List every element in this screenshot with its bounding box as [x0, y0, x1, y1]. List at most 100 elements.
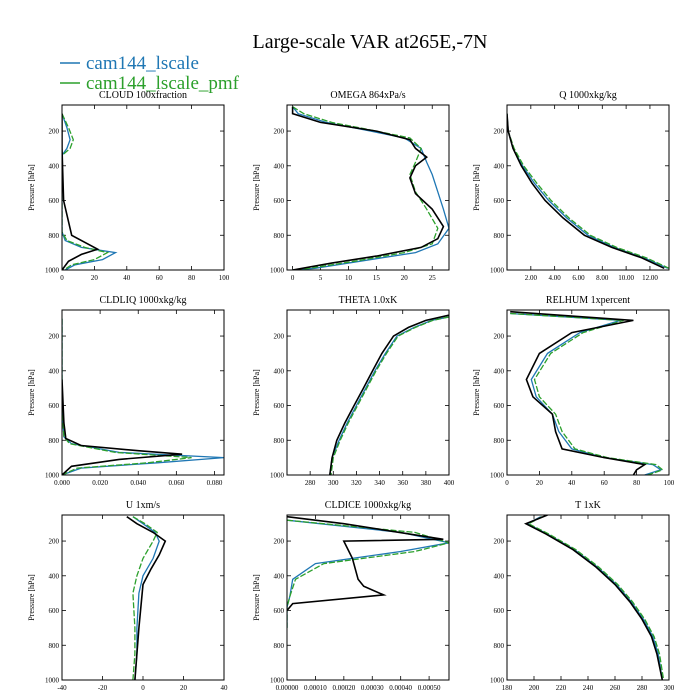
- figure-title: Large-scale VAR at265E,-7N: [253, 31, 488, 53]
- x-tick-label: 0.000: [54, 479, 70, 487]
- y-tick-label: 400: [49, 367, 60, 375]
- y-tick-label: 200: [494, 128, 505, 136]
- y-tick-label: 1000: [270, 677, 285, 685]
- x-tick-label: 0: [291, 274, 295, 282]
- x-tick-label: 60: [156, 274, 164, 282]
- series-line-obs: [507, 113, 665, 270]
- x-tick-label: 80: [633, 479, 641, 487]
- x-tick-label: 10.00: [618, 274, 634, 282]
- x-tick-label: 0: [60, 274, 64, 282]
- y-tick-label: 800: [274, 232, 285, 240]
- y-tick-label: 200: [49, 333, 60, 341]
- x-tick-label: 20: [91, 274, 99, 282]
- panel-title: RELHUM 1xpercent: [546, 295, 630, 306]
- x-tick-label: 20: [401, 274, 409, 282]
- x-tick-label: 360: [397, 479, 408, 487]
- y-tick-label: 600: [49, 607, 60, 615]
- series-line-cam144-lscale: [62, 113, 118, 270]
- legend-label-cam144-lscale-pmf: cam144_lscale_pmf: [86, 73, 240, 94]
- y-tick-label: 600: [494, 607, 505, 615]
- series-line-cam144-lscale-pmf: [527, 516, 665, 680]
- panel-0: CLOUD 100xfraction Pressure [hPa] 0 20 40 60 8…: [27, 90, 230, 282]
- x-tick-label: 0.060: [168, 479, 184, 487]
- x-tick-label: 12.00: [642, 274, 658, 282]
- x-tick-label: 180: [502, 684, 513, 692]
- x-tick-label: 0.00020: [332, 684, 355, 692]
- x-tick-label: 240: [583, 684, 594, 692]
- series-line-cam144-lscale: [507, 113, 669, 269]
- y-tick-label: 800: [494, 642, 505, 650]
- x-tick-label: 80: [188, 274, 196, 282]
- series-line-obs: [62, 379, 183, 475]
- panel-6: U 1xm/s Pressure [hPa] -40 -20 0 20 40 200 400 60…: [27, 500, 228, 692]
- panel-4: THETA 1.0xK Pressure [hPa] 280 300 320 340 360…: [252, 295, 455, 487]
- x-tick-label: 300: [664, 684, 675, 692]
- y-tick-label: 400: [494, 162, 505, 170]
- x-tick-label: 8.00: [596, 274, 609, 282]
- y-tick-label: 200: [494, 538, 505, 546]
- x-tick-label: 60: [601, 479, 609, 487]
- x-tick-label: 100: [219, 274, 230, 282]
- y-axis-label: Pressure [hPa]: [252, 369, 261, 416]
- x-tick-label: 0.040: [130, 479, 146, 487]
- series-line-cam144-lscale: [510, 312, 663, 475]
- y-tick-label: 800: [49, 232, 60, 240]
- x-tick-label: 260: [610, 684, 621, 692]
- x-tick-label: 6.00: [572, 274, 585, 282]
- panel-title: Q 1000xkg/kg: [559, 90, 617, 101]
- series-line-cam144-lscale-pmf: [132, 516, 159, 680]
- series-line-cam144-lscale: [525, 516, 663, 680]
- y-tick-label: 600: [274, 402, 285, 410]
- panel-title: CLDLIQ 1000xkg/kg: [100, 295, 187, 306]
- y-tick-label: 600: [274, 197, 285, 205]
- x-tick-label: 20: [536, 479, 544, 487]
- panel-title: CLDICE 1000xkg/kg: [325, 500, 411, 511]
- series-line-cam144-lscale-pmf: [62, 113, 110, 270]
- x-tick-label: 25: [429, 274, 437, 282]
- x-tick-label: -40: [57, 684, 67, 692]
- legend: cam144_lscale cam144_lscale_pmf: [60, 53, 240, 94]
- y-axis-label: Pressure [hPa]: [252, 164, 261, 211]
- panel-title: THETA 1.0xK: [339, 295, 398, 306]
- y-axis-label: Pressure [hPa]: [472, 164, 481, 211]
- x-tick-label: 40: [221, 684, 229, 692]
- x-tick-label: 0: [505, 479, 509, 487]
- x-tick-label: 320: [351, 479, 362, 487]
- series-line-cam144-lscale-pmf: [62, 318, 192, 475]
- y-tick-label: 800: [49, 642, 60, 650]
- y-tick-label: 600: [494, 197, 505, 205]
- y-tick-label: 600: [49, 197, 60, 205]
- x-tick-label: 0.00010: [304, 684, 327, 692]
- x-tick-label: 0.00030: [361, 684, 384, 692]
- series-line-cam144-lscale-pmf: [292, 106, 439, 270]
- y-axis-label: Pressure [hPa]: [27, 574, 36, 621]
- x-tick-label: -20: [98, 684, 108, 692]
- series-line-cam144-lscale-pmf: [330, 316, 449, 475]
- panel-title: T 1xK: [575, 500, 601, 511]
- x-tick-label: 100: [664, 479, 675, 487]
- x-tick-label: 0.00050: [418, 684, 441, 692]
- y-tick-label: 800: [494, 437, 505, 445]
- series-line-obs: [523, 515, 664, 680]
- panel-3: CLDLIQ 1000xkg/kg Pressure [hPa] 0.000 0.02…: [27, 295, 225, 487]
- plot-frame: [61, 104, 225, 271]
- panel-title: OMEGA 864xPa/s: [330, 90, 405, 101]
- y-tick-label: 1000: [490, 472, 505, 480]
- series-line-cam144-lscale: [132, 516, 160, 680]
- x-tick-label: 280: [637, 684, 648, 692]
- x-tick-label: 200: [529, 684, 540, 692]
- y-tick-label: 800: [49, 437, 60, 445]
- y-tick-label: 200: [49, 128, 60, 136]
- x-tick-label: 0.080: [207, 479, 223, 487]
- y-tick-label: 400: [49, 572, 60, 580]
- y-tick-label: 400: [49, 162, 60, 170]
- x-tick-label: 380: [421, 479, 432, 487]
- y-tick-label: 1000: [490, 677, 505, 685]
- y-tick-label: 200: [274, 333, 285, 341]
- y-tick-label: 600: [494, 402, 505, 410]
- x-tick-label: 0.020: [92, 479, 108, 487]
- panel-title: U 1xm/s: [126, 500, 160, 511]
- x-tick-label: 40: [568, 479, 576, 487]
- x-tick-label: 340: [374, 479, 385, 487]
- y-tick-label: 1000: [45, 472, 60, 480]
